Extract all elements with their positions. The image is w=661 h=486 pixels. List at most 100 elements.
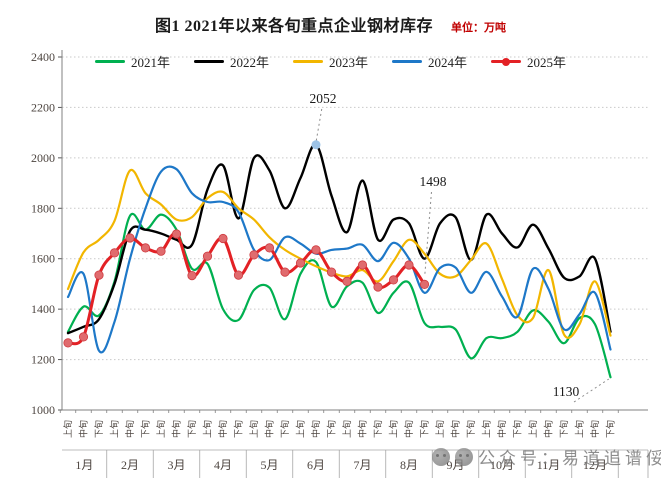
- annotation-1130: 1130: [553, 378, 609, 403]
- series-marker: [187, 270, 197, 281]
- period-label: 中旬: [310, 420, 321, 438]
- period-label: 下旬: [372, 420, 383, 438]
- series-line-2023年: [66, 168, 612, 339]
- month-axis: 1月 2月 3月 4月 5月 6月 7月 8月 9月 10月 11月 12月: [62, 449, 649, 478]
- legend-swatch-icon: [193, 60, 224, 63]
- series-2022年: [66, 143, 612, 335]
- period-labels: 上旬 中旬 下旬 上旬 中旬 下旬 上旬 中旬 下旬 上旬 中旬 下旬 上旬 中旬 下旬 上旬 中旬 下旬 上旬 中旬…: [62, 420, 616, 438]
- period-label: 上旬: [527, 420, 538, 438]
- month-label: 6月: [307, 458, 325, 472]
- period-label: 上旬: [155, 420, 166, 438]
- period-label: 中旬: [543, 420, 554, 438]
- series-line-2024年: [66, 165, 612, 354]
- series-marker: [233, 270, 244, 280]
- x-ticks: [59, 410, 619, 413]
- month-label: 11月: [537, 458, 561, 472]
- period-label: 上旬: [62, 420, 73, 438]
- legend-label: 2024年: [428, 55, 468, 70]
- series-marker: [326, 267, 337, 277]
- month-label: 3月: [167, 458, 185, 472]
- month-label: 5月: [260, 458, 278, 472]
- legend-item-2025年: 2025年: [491, 52, 566, 71]
- period-label: 下旬: [186, 420, 197, 438]
- series-marker: [202, 251, 213, 261]
- series-marker: [419, 279, 430, 289]
- legend-item-2021年: 2021年: [94, 52, 170, 71]
- series-marker: [295, 258, 306, 268]
- legend-swatch-icon: [392, 60, 422, 63]
- period-label: 上旬: [202, 420, 213, 438]
- month-label: 10月: [490, 458, 514, 472]
- legend-swatch-icon: [491, 57, 522, 66]
- period-label: 中旬: [264, 420, 275, 438]
- y-tick-label: 1800: [31, 201, 55, 215]
- annotation-leader: [315, 108, 323, 141]
- legend-item-2024年: 2024年: [392, 52, 467, 71]
- period-label: 下旬: [558, 420, 569, 438]
- watermark: 公众号：易道追谱俀: [432, 444, 661, 469]
- gridlines: 1000 1200 1400 1600 1800 2000 2200 2400: [31, 50, 648, 417]
- period-label: 上旬: [341, 420, 352, 438]
- month-label: 1月: [75, 458, 93, 472]
- period-label: 下旬: [419, 420, 430, 438]
- period-label: 中旬: [403, 420, 414, 438]
- series-marker: [94, 270, 104, 280]
- period-label: 下旬: [233, 420, 244, 438]
- period-label: 上旬: [574, 420, 585, 438]
- month-label: 8月: [400, 458, 418, 472]
- legend-item-2023年: 2023年: [292, 52, 368, 71]
- series-2024年: [66, 165, 612, 354]
- period-label: 上旬: [248, 420, 259, 438]
- annotation-label: 1498: [420, 174, 447, 189]
- period-label: 下旬: [605, 420, 616, 438]
- watermark-emoji-icon: [455, 447, 473, 466]
- series-marker: [264, 243, 275, 253]
- period-label: 下旬: [465, 420, 476, 438]
- series-marker: [125, 233, 135, 243]
- y-tick-label: 2000: [31, 151, 55, 165]
- series-marker: [404, 260, 414, 270]
- series-marker: [109, 248, 120, 258]
- series-marker: [171, 229, 182, 239]
- series-marker: [311, 245, 321, 255]
- period-label: 上旬: [109, 420, 120, 438]
- unit-label: 单位：万吨: [451, 22, 506, 34]
- legend-item-2022年: 2022年: [193, 52, 269, 71]
- period-label: 下旬: [326, 420, 337, 438]
- series-marker: [218, 233, 228, 244]
- annotation-1498: 1498: [420, 174, 447, 275]
- series-marker: [388, 275, 399, 285]
- annotation-label: 2052: [310, 91, 337, 106]
- period-label: 中旬: [78, 420, 89, 438]
- y-tick-label: 1000: [31, 403, 55, 417]
- period-label: 中旬: [450, 420, 461, 438]
- annotation-leader: [424, 191, 432, 275]
- series-marker: [78, 332, 89, 342]
- month-label: 12月: [583, 458, 607, 472]
- chart-header: 图1 2021年以来各旬重点企业钢材库存 单位：万吨: [0, 12, 661, 36]
- series-marker: [156, 246, 166, 256]
- y-tick-label: 2200: [31, 100, 55, 114]
- series-marker: [249, 250, 259, 260]
- series-2023年: [66, 168, 612, 339]
- legend-label: 2023年: [328, 55, 368, 70]
- series-marker: [342, 276, 352, 286]
- series-2025年: [63, 229, 430, 348]
- period-label: 上旬: [388, 420, 399, 438]
- legend-marker-icon: [502, 57, 511, 66]
- period-label: 上旬: [295, 420, 306, 438]
- watermark-emoji-icon: [432, 447, 450, 466]
- series-marker: [63, 338, 73, 348]
- period-label: 下旬: [140, 420, 151, 438]
- period-label: 中旬: [589, 420, 600, 438]
- annotation-leader: [573, 378, 609, 403]
- period-label: 中旬: [217, 420, 228, 438]
- period-label: 下旬: [93, 420, 104, 438]
- legend-swatch-icon: [292, 60, 323, 63]
- series-2021年: [66, 212, 612, 379]
- period-label: 中旬: [357, 420, 368, 438]
- y-tick-label: 2400: [31, 50, 55, 64]
- y-tick-label: 1200: [31, 353, 55, 367]
